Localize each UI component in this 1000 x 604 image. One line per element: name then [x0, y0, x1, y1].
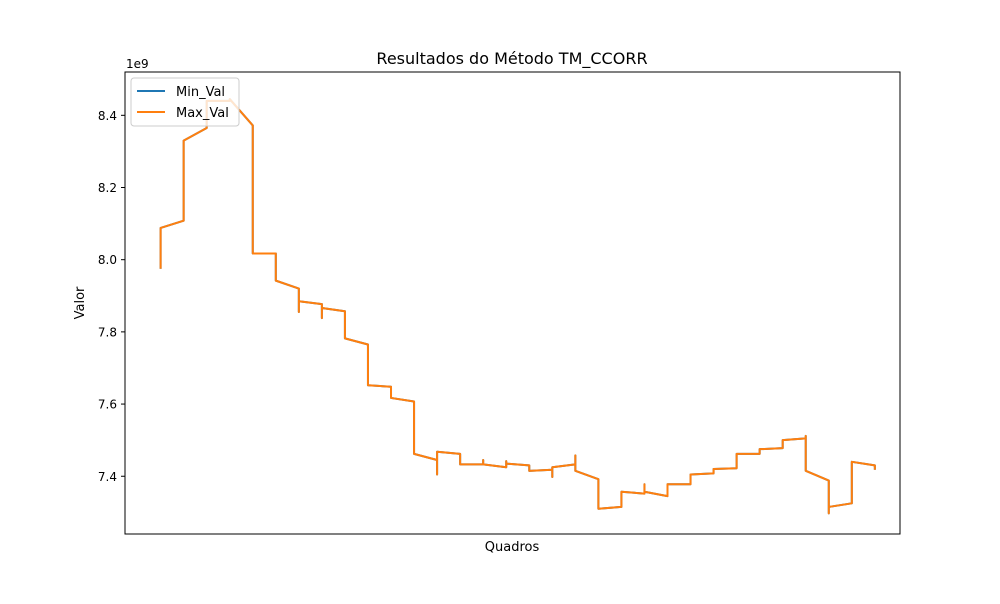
x-axis-label: Quadros — [485, 540, 540, 555]
y-axis-offset-label: 1e9 — [126, 57, 149, 71]
legend-label-max-val: Max_Val — [176, 106, 229, 121]
y-tick-label: 7.4 — [98, 470, 117, 484]
plot-frame — [124, 71, 901, 535]
y-tick-label: 7.8 — [98, 325, 117, 339]
y-tick-label: 7.6 — [98, 398, 117, 412]
series-line-max-val — [159, 98, 876, 515]
series-layer — [159, 98, 876, 515]
y-tick-label: 8.0 — [98, 253, 117, 267]
y-tick-label: 8.4 — [98, 109, 117, 123]
y-tick-label: 8.2 — [98, 181, 117, 195]
legend: Min_Val Max_Val — [130, 77, 240, 127]
chart-title: Resultados do Método TM_CCORR — [376, 49, 647, 69]
legend-label-min-val: Min_Val — [176, 85, 225, 100]
y-axis-label: Valor — [73, 286, 88, 319]
y-axis-ticks: 7.4 7.6 7.8 8.0 8.2 8.4 — [98, 109, 125, 484]
